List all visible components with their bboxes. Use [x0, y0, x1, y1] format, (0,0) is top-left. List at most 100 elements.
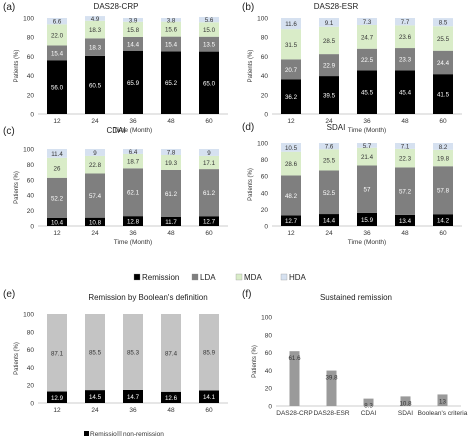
bar-segment	[199, 22, 219, 37]
x-tick-label: 60	[439, 118, 447, 125]
panel-label: (a)	[3, 2, 15, 13]
bar-segment	[47, 314, 67, 392]
x-tick-label: 48	[401, 230, 409, 237]
data-label: 15.4	[165, 42, 178, 49]
panel-label: (e)	[3, 289, 15, 300]
legend-label: Remission	[90, 431, 121, 438]
data-label: 9	[207, 150, 211, 157]
bar-segment	[123, 168, 143, 217]
data-label: 25.5	[323, 157, 336, 164]
x-axis-label: Time (Month)	[114, 127, 152, 134]
bar-segment	[85, 390, 105, 403]
bar-segment	[85, 20, 105, 39]
data-label: 28.6	[285, 161, 298, 168]
chart-title: Sustained remission	[320, 293, 392, 302]
bar-segment	[319, 214, 339, 226]
legend-swatch	[191, 273, 199, 281]
data-label: 25.5	[437, 36, 450, 43]
x-tick-label: 36	[129, 118, 137, 125]
bar-segment	[161, 36, 181, 52]
data-label: 85.9	[203, 350, 216, 357]
data-label: 45.5	[361, 90, 374, 97]
x-tick-label: 12	[53, 230, 61, 237]
x-tick-label: 24	[325, 230, 333, 237]
bar-segment	[47, 18, 67, 25]
data-label: 5.6	[205, 17, 214, 24]
data-label: 14.7	[127, 394, 140, 401]
bar-segment	[123, 314, 143, 390]
data-label: 62.1	[127, 190, 140, 197]
bar-segment	[433, 214, 453, 226]
bar-segment	[85, 155, 105, 174]
bar-segment	[357, 143, 377, 148]
x-tick-label: 12	[53, 407, 61, 414]
panel-f: (f) Sustained remission 0 20 40 60 80 100 Patien…	[242, 289, 468, 417]
bar-segment	[85, 55, 105, 114]
chart-title: DAS28-CRP	[94, 2, 139, 11]
y-tick-label: 100	[257, 141, 268, 148]
data-label: 10.8	[399, 400, 412, 407]
bar-segment	[281, 59, 301, 80]
y-tick-label: 20	[261, 92, 269, 99]
chart-title: DAS28-ESR	[314, 2, 359, 11]
data-label: 19.8	[437, 156, 450, 163]
bar-segment	[400, 396, 411, 406]
legend-label: Remission	[142, 273, 179, 282]
bar-segment	[319, 18, 339, 27]
bar-segment	[326, 370, 337, 406]
y-tick-label: 100	[261, 315, 272, 322]
x-tick-label: 12	[287, 118, 295, 125]
x-tick-label: 36	[363, 230, 371, 237]
chart-title: Remission by Boolean's definition	[88, 293, 207, 302]
bar-segment	[319, 170, 339, 215]
data-label: 18.3	[89, 45, 102, 52]
bar-segment	[395, 70, 415, 114]
y-tick-label: 80	[27, 329, 35, 336]
panel-a: (a) DAS28-CRP 0 20 40 60 80 100 Patients (%) 12 56…	[3, 2, 228, 134]
bar-segment	[85, 217, 105, 226]
data-label: 24.4	[437, 60, 450, 67]
data-label: 85.5	[89, 350, 102, 357]
bar-segment	[395, 143, 415, 149]
data-label: 15.6	[165, 27, 178, 34]
bar-segment	[281, 175, 301, 216]
data-label: 57.4	[89, 193, 102, 200]
data-label: 85.3	[127, 349, 140, 356]
data-label: 87.4	[165, 350, 178, 357]
data-label: 13	[439, 398, 446, 405]
y-tick-label: 40	[27, 365, 35, 372]
data-label: 22.3	[399, 156, 412, 163]
bar-segment	[357, 48, 377, 71]
bar-segment	[161, 391, 181, 403]
data-label: 10.8	[89, 219, 102, 226]
y-tick-label: 0	[30, 112, 34, 119]
x-tick-label: Boolean's criteria	[418, 410, 468, 417]
data-label: 14.4	[323, 218, 336, 225]
y-tick-label: 100	[23, 16, 34, 23]
bar-segment	[85, 173, 105, 218]
data-label: 23.3	[399, 57, 412, 64]
bar-segment	[199, 155, 219, 170]
bar-segment	[161, 155, 181, 170]
bar-segment	[47, 149, 67, 158]
data-label: 18.3	[89, 27, 102, 34]
x-tick-label: SDAI	[398, 410, 413, 417]
bar-segment	[85, 149, 105, 156]
x-axis-label: Time (Month)	[114, 239, 152, 246]
bar-segment	[433, 18, 453, 27]
y-axis-label: Patients (%)	[14, 50, 20, 83]
y-tick-label: 20	[265, 386, 273, 393]
legend-label: LDA	[200, 273, 216, 282]
bar-segment	[199, 36, 219, 52]
legend-swatch	[280, 273, 288, 281]
data-label: 6.6	[53, 19, 62, 26]
data-label: 10.5	[285, 145, 298, 152]
chart-title: SDAI	[327, 123, 346, 132]
data-label: 65.9	[127, 80, 140, 87]
data-label: 6.4	[129, 149, 138, 156]
bar-segment	[123, 18, 143, 22]
data-label: 28.5	[323, 38, 336, 45]
x-tick-label: DAS28-CRP	[276, 410, 312, 417]
y-tick-label: 60	[261, 174, 269, 181]
